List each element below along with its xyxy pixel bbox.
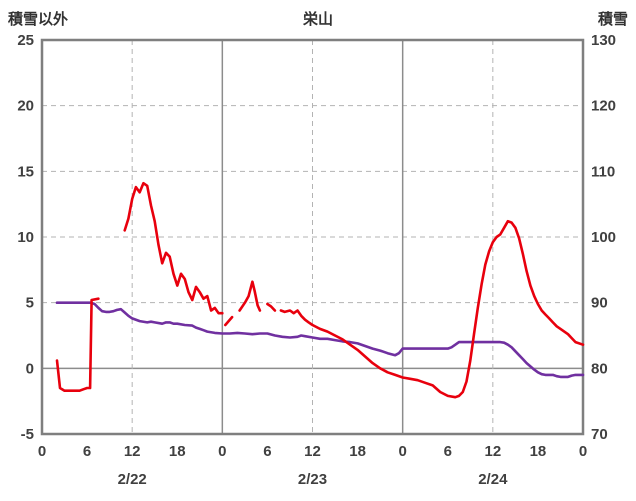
x-axis-hour-tick-label: 18 bbox=[530, 443, 547, 460]
chart-title: 栄山 bbox=[302, 11, 333, 28]
left-axis-tick-label: 5 bbox=[26, 295, 34, 312]
x-axis-hour-tick-label: 18 bbox=[169, 443, 186, 460]
right-axis-tick-label: 80 bbox=[591, 360, 608, 377]
x-axis-hour-tick-label: 6 bbox=[83, 443, 91, 460]
left-axis-tick-label: 25 bbox=[17, 32, 34, 49]
red-series-line bbox=[55, 181, 585, 399]
x-axis-hour-tick-label: 0 bbox=[398, 443, 406, 460]
x-axis-hour-tick-label: 12 bbox=[484, 443, 501, 460]
x-axis-hour-tick-label: 18 bbox=[349, 443, 366, 460]
right-axis-tick-label: 100 bbox=[591, 229, 616, 246]
left-axis-tick-label: 20 bbox=[17, 98, 34, 115]
purple-series-line bbox=[55, 301, 585, 379]
x-axis-hour-tick-label: 0 bbox=[579, 443, 587, 460]
x-axis-hour-tick-label: 6 bbox=[263, 443, 271, 460]
x-axis-hour-tick-label: 6 bbox=[444, 443, 452, 460]
x-axis-hour-tick-label: 0 bbox=[218, 443, 226, 460]
left-axis-tick-label: 15 bbox=[17, 163, 34, 180]
left-axis-tick-label: -5 bbox=[21, 426, 34, 443]
right-axis-title: 積雪 bbox=[597, 11, 628, 28]
x-axis-date-label: 2/22 bbox=[118, 471, 147, 488]
left-axis-title: 積雪以外 bbox=[8, 11, 69, 28]
right-axis-tick-label: 130 bbox=[591, 32, 616, 49]
left-axis-tick-label: 0 bbox=[26, 360, 34, 377]
right-axis-tick-label: 90 bbox=[591, 295, 608, 312]
x-axis-hour-tick-label: 12 bbox=[304, 443, 321, 460]
right-axis-tick-label: 110 bbox=[591, 163, 615, 180]
x-axis-hour-tick-label: 0 bbox=[38, 443, 46, 460]
left-axis-tick-label: 10 bbox=[17, 229, 34, 246]
plot-frame bbox=[40, 38, 585, 436]
right-axis-tick-label: 70 bbox=[591, 426, 608, 443]
x-axis-date-label: 2/23 bbox=[298, 471, 327, 488]
x-axis-date-label: 2/24 bbox=[478, 471, 508, 488]
x-axis-hour-tick-label: 12 bbox=[124, 443, 141, 460]
right-axis-tick-label: 120 bbox=[591, 98, 616, 115]
